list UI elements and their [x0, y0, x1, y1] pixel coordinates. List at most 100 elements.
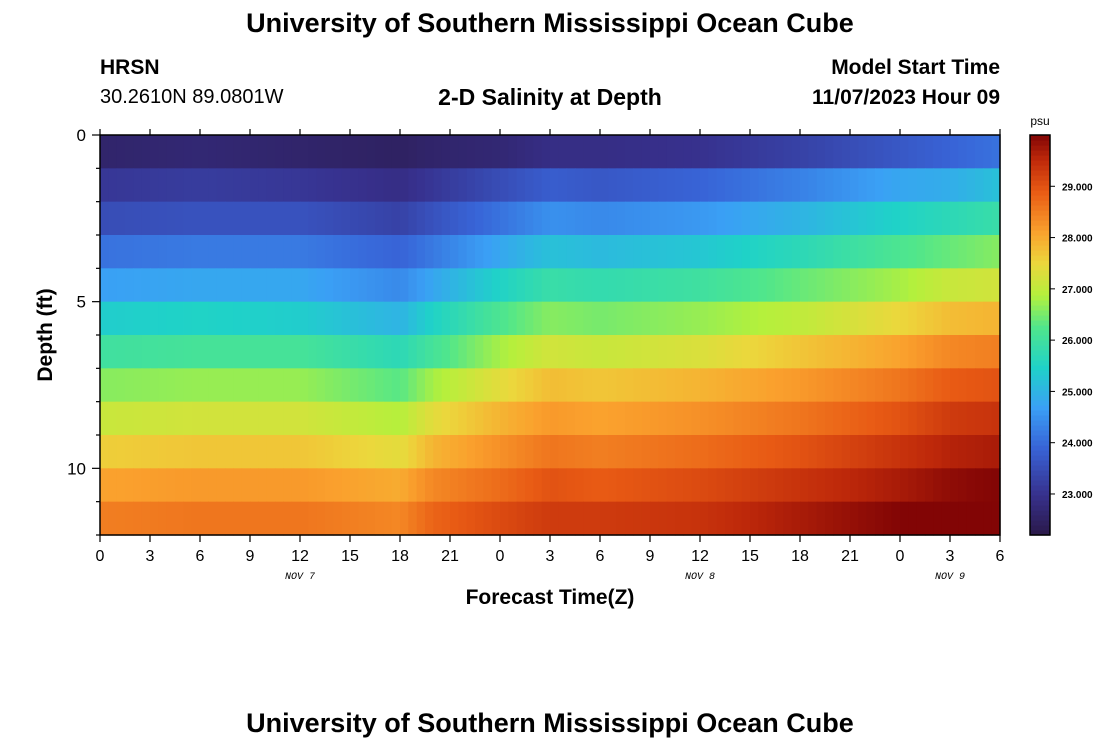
heatmap-cell [233, 168, 243, 203]
heatmap-cell [100, 201, 109, 236]
heatmap-cell [291, 468, 301, 503]
heatmap-cell [158, 335, 168, 369]
heatmap-cell [475, 401, 484, 436]
heatmap-cell [783, 135, 793, 169]
heatmap-cell [900, 468, 909, 503]
heatmap-cell [933, 468, 943, 503]
heatmap-cell [900, 268, 909, 303]
heatmap-cell [466, 168, 476, 203]
heatmap-cell [358, 135, 368, 169]
heatmap-cell [291, 435, 301, 469]
heatmap-cell [850, 501, 859, 536]
heatmap-cell [391, 268, 401, 303]
heatmap-cell [808, 201, 818, 236]
heatmap-cell [325, 435, 334, 469]
heatmap-cell [691, 201, 701, 236]
heatmap-cell [675, 435, 684, 469]
heatmap-cell [616, 501, 626, 536]
colorbar-segment [1030, 155, 1050, 161]
heatmap-cell [908, 201, 918, 236]
heatmap-cell [441, 335, 451, 369]
heatmap-cell [350, 501, 359, 536]
heatmap-cell [933, 401, 943, 436]
heatmap-cell [483, 368, 493, 403]
heatmap-cell [691, 368, 701, 403]
heatmap-cell [491, 435, 501, 469]
heatmap-cell [991, 135, 1001, 169]
heatmap-cell [333, 368, 343, 403]
heatmap-cell [158, 268, 168, 303]
heatmap-cell [250, 135, 259, 169]
x-tick-label: 18 [791, 548, 809, 565]
heatmap-cell [308, 235, 318, 269]
heatmap-cell [875, 501, 884, 536]
x-axis-label: Forecast Time(Z) [466, 586, 635, 609]
heatmap-cell [300, 268, 309, 303]
heatmap-cell [466, 135, 476, 169]
colorbar-segment [1030, 475, 1050, 481]
heatmap-cell [775, 435, 784, 469]
heatmap-cell [850, 368, 859, 403]
heatmap-cell [241, 235, 251, 269]
heatmap-cell [900, 301, 909, 336]
heatmap-cell [191, 168, 201, 203]
heatmap-cell [491, 168, 501, 203]
heatmap-cell [925, 168, 934, 203]
heatmap-cell [200, 235, 209, 269]
heatmap-cell [841, 268, 851, 303]
heatmap-cell [708, 201, 718, 236]
heatmap-cell [775, 501, 784, 536]
heatmap-cell [716, 435, 726, 469]
heatmap-cell [833, 335, 843, 369]
heatmap-cell [300, 368, 309, 403]
heatmap-cell [550, 335, 559, 369]
heatmap-cell [483, 235, 493, 269]
heatmap-cell [941, 401, 951, 436]
heatmap-cell [608, 435, 618, 469]
heatmap-cell [300, 235, 309, 269]
heatmap-cell [808, 235, 818, 269]
heatmap-cell [425, 335, 434, 369]
heatmap-cell [108, 235, 118, 269]
station-coordinates: 30.2610N 89.0801W [100, 86, 284, 108]
colorbar-tick-label: 26.000 [1062, 336, 1093, 347]
heatmap-cell [750, 201, 759, 236]
heatmap-cell [150, 268, 159, 303]
heatmap-cell [466, 468, 476, 503]
heatmap-cell [491, 268, 501, 303]
x-tick-label: 6 [596, 548, 605, 565]
heatmap-cell [125, 501, 134, 536]
heatmap-cell [541, 435, 551, 469]
heatmap-cell [108, 168, 118, 203]
colorbar-segment [1030, 310, 1050, 316]
heatmap-cell [450, 335, 459, 369]
heatmap-cell [441, 435, 451, 469]
colorbar-segment [1030, 430, 1050, 436]
heatmap-cell [500, 335, 509, 369]
heatmap-cell [666, 501, 676, 536]
heatmap-cell [741, 401, 751, 436]
heatmap-cell [616, 135, 626, 169]
colorbar-segment [1030, 220, 1050, 226]
heatmap-cell [933, 301, 943, 336]
heatmap-cell [291, 368, 301, 403]
heatmap-cell [966, 301, 976, 336]
heatmap-cell [233, 301, 243, 336]
heatmap-cell [900, 135, 909, 169]
heatmap-cell [900, 368, 909, 403]
heatmap-cell [875, 235, 884, 269]
heatmap-cell [350, 135, 359, 169]
heatmap-cell [941, 268, 951, 303]
heatmap-cell [558, 135, 568, 169]
heatmap-cell [158, 168, 168, 203]
heatmap-cell [158, 235, 168, 269]
heatmap-cell [133, 435, 143, 469]
x-tick-label: 18 [391, 548, 409, 565]
heatmap-cell [825, 135, 834, 169]
colorbar-segment [1030, 455, 1050, 461]
heatmap-cell [966, 368, 976, 403]
heatmap-cell [966, 468, 976, 503]
heatmap-cell [891, 301, 901, 336]
heatmap-cell [425, 168, 434, 203]
heatmap-cell [375, 501, 384, 536]
